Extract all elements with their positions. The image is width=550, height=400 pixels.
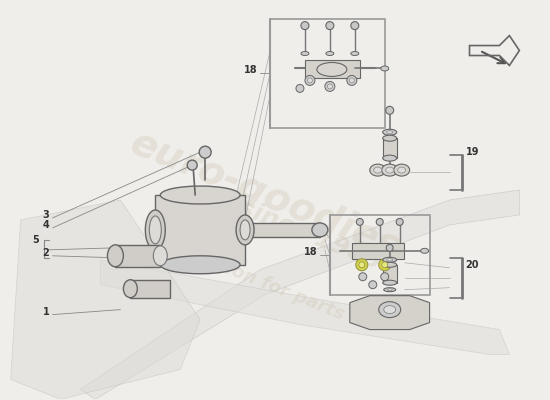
Ellipse shape (383, 262, 397, 267)
Circle shape (347, 76, 357, 85)
Ellipse shape (351, 52, 359, 56)
FancyBboxPatch shape (116, 245, 160, 267)
Ellipse shape (317, 62, 347, 76)
Circle shape (325, 82, 335, 91)
Text: 20: 20 (465, 260, 479, 270)
Polygon shape (101, 260, 509, 354)
Circle shape (381, 273, 389, 281)
Ellipse shape (387, 289, 392, 291)
FancyBboxPatch shape (155, 195, 245, 265)
Circle shape (356, 218, 364, 226)
Ellipse shape (370, 164, 386, 176)
Ellipse shape (153, 246, 167, 266)
Ellipse shape (379, 302, 401, 318)
Circle shape (305, 76, 315, 85)
Ellipse shape (149, 216, 161, 244)
Ellipse shape (383, 280, 397, 285)
Circle shape (349, 78, 354, 83)
Circle shape (356, 259, 368, 271)
Circle shape (327, 84, 332, 89)
Ellipse shape (382, 164, 398, 176)
Circle shape (379, 259, 390, 271)
Circle shape (199, 146, 211, 158)
Ellipse shape (394, 164, 410, 176)
Text: 2: 2 (42, 248, 50, 258)
Ellipse shape (383, 135, 397, 141)
Circle shape (368, 281, 377, 289)
Ellipse shape (383, 155, 397, 161)
Ellipse shape (145, 210, 166, 250)
Text: since 1985: since 1985 (235, 195, 384, 274)
Polygon shape (350, 296, 430, 330)
Ellipse shape (384, 288, 395, 292)
Ellipse shape (160, 186, 240, 204)
Circle shape (307, 78, 312, 83)
Ellipse shape (240, 220, 250, 240)
Text: 18: 18 (304, 247, 318, 257)
Ellipse shape (236, 215, 254, 245)
Ellipse shape (384, 306, 395, 314)
Text: 5: 5 (32, 235, 39, 245)
Ellipse shape (383, 129, 397, 135)
FancyBboxPatch shape (245, 223, 320, 237)
FancyBboxPatch shape (383, 138, 397, 158)
Circle shape (386, 244, 393, 251)
Text: 3: 3 (42, 210, 50, 220)
Circle shape (326, 22, 334, 30)
Circle shape (382, 262, 388, 268)
Ellipse shape (381, 66, 389, 71)
Ellipse shape (312, 223, 328, 237)
Ellipse shape (123, 280, 138, 298)
Ellipse shape (386, 167, 394, 173)
Ellipse shape (383, 257, 397, 262)
Ellipse shape (326, 52, 334, 56)
Ellipse shape (421, 248, 428, 253)
Text: 19: 19 (465, 147, 479, 157)
Circle shape (359, 262, 365, 268)
Circle shape (359, 273, 367, 281)
Ellipse shape (398, 167, 406, 173)
FancyBboxPatch shape (305, 60, 360, 78)
Ellipse shape (107, 245, 123, 267)
Polygon shape (10, 200, 200, 399)
Text: 18: 18 (244, 66, 258, 76)
Ellipse shape (301, 52, 309, 56)
Text: 1: 1 (42, 307, 50, 317)
Ellipse shape (387, 131, 393, 134)
Ellipse shape (160, 256, 240, 274)
FancyBboxPatch shape (130, 280, 170, 298)
Circle shape (296, 84, 304, 92)
FancyBboxPatch shape (383, 265, 397, 283)
Polygon shape (80, 190, 519, 399)
Ellipse shape (387, 258, 393, 261)
Text: euro-goodies: euro-goodies (124, 124, 406, 267)
Circle shape (351, 22, 359, 30)
Ellipse shape (374, 167, 382, 173)
FancyBboxPatch shape (352, 243, 404, 259)
Circle shape (396, 218, 403, 226)
Circle shape (301, 22, 309, 30)
Circle shape (376, 218, 383, 226)
Circle shape (386, 106, 394, 114)
Text: 4: 4 (42, 220, 50, 230)
Circle shape (187, 160, 197, 170)
Text: a passion for parts: a passion for parts (163, 236, 347, 324)
